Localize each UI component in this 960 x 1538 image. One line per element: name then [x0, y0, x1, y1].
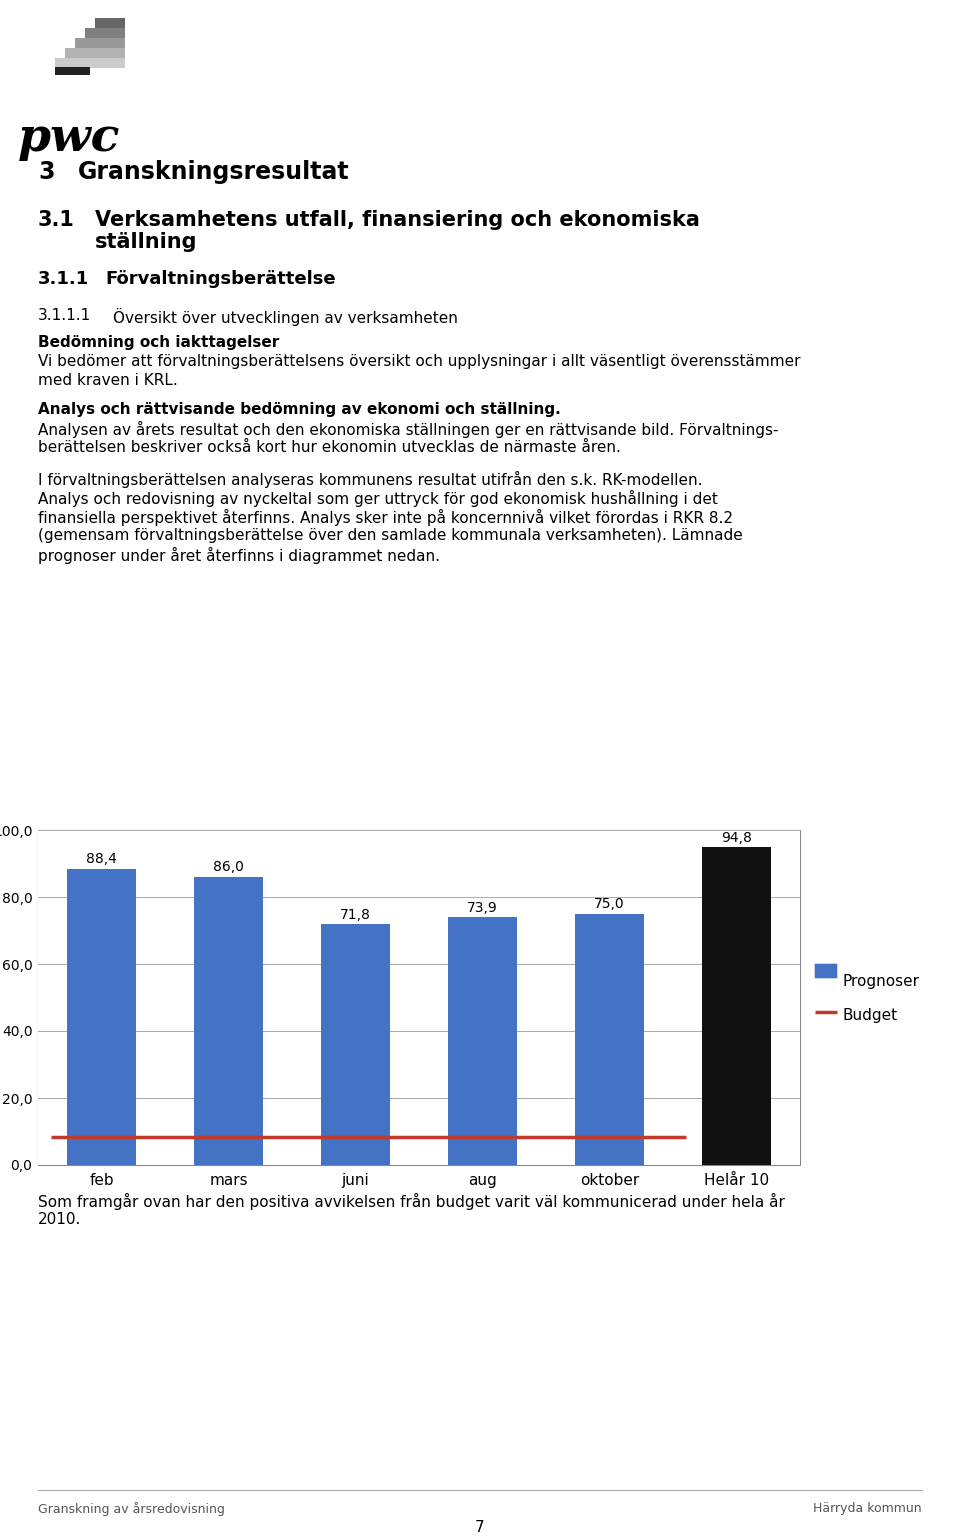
- Text: Analys och rättvisande bedömning av ekonomi och ställning.: Analys och rättvisande bedömning av ekon…: [38, 401, 561, 417]
- Text: Analysen av årets resultat och den ekonomiska ställningen ger en rättvisande bil: Analysen av årets resultat och den ekono…: [38, 421, 779, 438]
- Bar: [55, 68, 90, 75]
- Text: Bedömning och iakttagelser: Bedömning och iakttagelser: [38, 335, 279, 351]
- Text: 75,0: 75,0: [594, 897, 625, 910]
- Text: Verksamhetens utfall, finansiering och ekonomiska: Verksamhetens utfall, finansiering och e…: [95, 211, 700, 231]
- Bar: [447, 918, 517, 1164]
- Bar: [321, 924, 391, 1164]
- Text: ställning: ställning: [95, 232, 198, 252]
- Text: Prognoser: Prognoser: [843, 974, 920, 989]
- Text: (gemensam förvaltningsberättelse över den samlade kommunala verksamheten). Lämna: (gemensam förvaltningsberättelse över de…: [38, 528, 743, 543]
- Text: med kraven i KRL.: med kraven i KRL.: [38, 374, 178, 388]
- Text: 94,8: 94,8: [721, 831, 752, 844]
- Bar: [194, 877, 263, 1164]
- Text: finansiella perspektivet återfinns. Analys sker inte på koncernnivå vilket föror: finansiella perspektivet återfinns. Anal…: [38, 509, 733, 526]
- Text: Översikt över utvecklingen av verksamheten: Översikt över utvecklingen av verksamhet…: [113, 308, 458, 326]
- Text: prognoser under året återfinns i diagrammet nedan.: prognoser under året återfinns i diagram…: [38, 548, 440, 564]
- FancyBboxPatch shape: [815, 964, 837, 978]
- Text: 86,0: 86,0: [213, 860, 244, 874]
- Bar: [75, 38, 125, 48]
- Bar: [85, 28, 125, 38]
- Text: berättelsen beskriver också kort hur ekonomin utvecklas de närmaste åren.: berättelsen beskriver också kort hur eko…: [38, 440, 621, 455]
- Text: 94,8: 94,8: [672, 843, 706, 858]
- Text: 7: 7: [475, 1520, 485, 1535]
- Text: Härryda kommun: Härryda kommun: [813, 1503, 922, 1515]
- Bar: [38, 831, 800, 1164]
- Text: Analys och redovisning av nyckeltal som ger uttryck för god ekonomisk hushållnin: Analys och redovisning av nyckeltal som …: [38, 491, 718, 508]
- Bar: [575, 914, 644, 1164]
- Text: Granskningsresultat: Granskningsresultat: [78, 160, 349, 185]
- Text: 3.1: 3.1: [38, 211, 75, 231]
- Text: pwc: pwc: [18, 115, 120, 161]
- Text: I förvaltningsberättelsen analyseras kommunens resultat utifrån den s.k. RK-mode: I förvaltningsberättelsen analyseras kom…: [38, 471, 703, 488]
- Bar: [95, 18, 125, 28]
- Text: 3: 3: [38, 160, 55, 185]
- Text: Prognoser och utfall 2010 (mnkr): Prognoser och utfall 2010 (mnkr): [95, 840, 539, 864]
- Text: Förvaltningsberättelse: Förvaltningsberättelse: [105, 271, 336, 288]
- Text: Som framgår ovan har den positiva avvikelsen från budget varit väl kommunicerad : Som framgår ovan har den positiva avvike…: [38, 1193, 785, 1210]
- Text: 2010.: 2010.: [38, 1212, 82, 1227]
- Bar: [65, 48, 125, 58]
- Bar: [66, 869, 136, 1164]
- Text: 3.1.1.1: 3.1.1.1: [38, 308, 91, 323]
- Text: Vi bedömer att förvaltningsberättelsens översikt och upplysningar i allt väsentl: Vi bedömer att förvaltningsberättelsens …: [38, 354, 801, 369]
- Bar: [55, 58, 125, 68]
- Bar: [702, 847, 772, 1164]
- Text: 73,9: 73,9: [468, 901, 498, 915]
- Text: 3.1.1: 3.1.1: [38, 271, 89, 288]
- Text: Granskning av årsredovisning: Granskning av årsredovisning: [38, 1503, 225, 1516]
- Text: Budget: Budget: [843, 1007, 899, 1023]
- Text: 71,8: 71,8: [340, 907, 371, 921]
- Text: 88,4: 88,4: [86, 852, 117, 866]
